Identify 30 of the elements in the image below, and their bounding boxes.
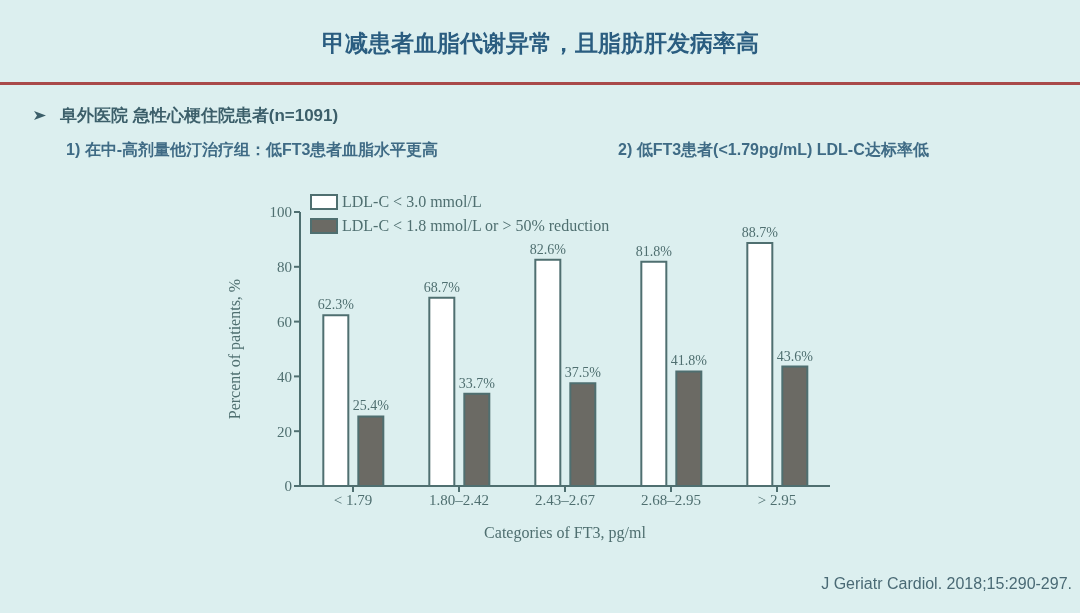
- data-label: 68.7%: [423, 279, 461, 295]
- text: 2) 低FT3患者(<1.79pg/mL) LDL-C达标率低: [618, 140, 929, 160]
- data-label: 88.7%: [741, 224, 779, 240]
- y-tick-label: 20: [277, 423, 292, 440]
- legend-label: LDL-C < 3.0 mmol/L: [342, 192, 482, 212]
- y-tick-label: 40: [277, 368, 292, 385]
- text: 阜外医院 急性心梗住院患者(n=1091): [59, 105, 339, 127]
- data-label: 37.5%: [564, 365, 602, 381]
- data-label: 43.6%: [776, 348, 814, 364]
- x-axis-title: Categories of FT3, pg/ml: [484, 524, 647, 542]
- x-tick-label: 2.68–2.95: [641, 491, 701, 508]
- y-tick-label: 100: [269, 204, 292, 221]
- data-label: 33.7%: [458, 375, 496, 391]
- y-tick-label: 0: [284, 478, 292, 495]
- x-tick-label: 1.80–2.42: [429, 491, 489, 508]
- y-tick-label: 60: [277, 313, 292, 330]
- y-tick-label: 80: [277, 259, 292, 276]
- x-tick-label: < 1.79: [333, 491, 373, 508]
- data-label: 25.4%: [352, 398, 390, 414]
- data-label: 81.8%: [635, 243, 673, 259]
- legend-label: LDL-C < 1.8 mmol/L or > 50% reduction: [342, 216, 610, 236]
- x-tick-label: 2.43–2.67: [535, 491, 596, 508]
- data-label: 41.8%: [670, 353, 708, 369]
- y-axis-title: Percent of patients, %: [225, 278, 244, 420]
- text: J Geriatr Cardiol. 2018;15:290-297.: [821, 575, 1072, 593]
- text: 1) 在中-高剂量他汀治疗组：低FT3患者血脂水平更高: [66, 140, 439, 160]
- chart-title: 甲减患者血脂代谢异常，且脂肪肝发病率高: [320, 29, 760, 58]
- data-label: 62.3%: [317, 297, 355, 313]
- x-tick-label: > 2.95: [757, 491, 797, 508]
- data-label: 82.6%: [529, 241, 567, 257]
